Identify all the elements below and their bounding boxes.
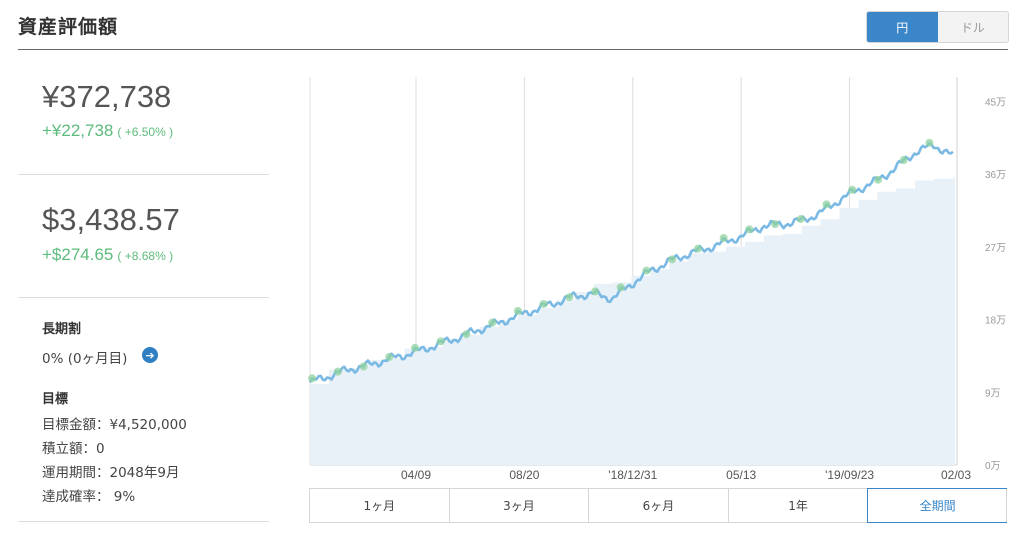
principal-area <box>310 177 955 465</box>
deposit-marker-21 <box>848 185 857 194</box>
usd-gain-amount: +$274.65 <box>42 245 114 264</box>
arrow-right-icon[interactable]: ➔ <box>142 347 158 363</box>
usd-total-value: $3,438.57 <box>42 202 180 237</box>
x-tick-label-2: '18/12/31 <box>608 468 657 482</box>
valuation-line <box>308 141 954 384</box>
panel-divider <box>18 297 269 298</box>
period-button-0[interactable]: 1ヶ月 <box>310 489 450 522</box>
x-tick-label-0: 04/09 <box>401 468 431 482</box>
yen-gain-percent: ( +6.50% ) <box>117 125 174 139</box>
deposit-marker-13 <box>642 266 651 275</box>
deposit-marker-19 <box>796 214 805 223</box>
x-tick-label-4: '19/09/23 <box>825 468 874 482</box>
yen-gain-amount: +¥22,738 <box>42 121 114 140</box>
yen-toggle-button[interactable]: 円 <box>867 12 938 42</box>
y-tick-label-2: 18万 <box>985 316 1006 327</box>
yen-gain: +¥22,738( +6.50% ) <box>42 121 173 141</box>
deposit-marker-17 <box>745 225 754 234</box>
long-term-heading: 長期割 <box>42 322 82 337</box>
currency-toggle[interactable]: 円 ドル <box>866 11 1009 43</box>
title-divider <box>18 49 1008 50</box>
deposit-marker-23 <box>899 156 908 165</box>
deposit-marker-12 <box>616 283 625 292</box>
x-tick-label-1: 08/20 <box>509 468 539 482</box>
period-button-2[interactable]: 6ヶ月 <box>589 489 729 522</box>
x-tick-label-3: 05/13 <box>726 468 756 482</box>
deposit-marker-20 <box>822 200 831 209</box>
y-tick-label-1: 9万 <box>985 388 1001 399</box>
period-button-4[interactable]: 全期間 <box>867 488 1007 523</box>
goal-achievement: 達成確率： 9% <box>42 489 136 505</box>
yen-total-value: ¥372,738 <box>42 79 172 114</box>
deposit-marker-14 <box>668 255 677 264</box>
y-tick-label-0: 0万 <box>985 461 1001 472</box>
deposit-marker-6 <box>462 330 471 339</box>
goal-accumulation: 積立額：0 <box>42 441 105 457</box>
period-button-1[interactable]: 3ヶ月 <box>450 489 590 522</box>
page-title: 資産評価額 <box>18 16 119 38</box>
deposit-marker-24 <box>925 138 934 147</box>
deposit-marker-8 <box>513 306 522 315</box>
long-term-value: 0% (0ヶ月目) <box>42 351 128 367</box>
usd-gain: +$274.65( +8.68% ) <box>42 245 173 265</box>
deposit-marker-0 <box>308 374 317 383</box>
period-selector[interactable]: 1ヶ月 3ヶ月 6ヶ月 1年 全期間 <box>309 488 1007 523</box>
deposit-marker-3 <box>385 352 394 361</box>
period-button-3[interactable]: 1年 <box>729 489 869 522</box>
panel-divider <box>18 521 269 522</box>
deposit-marker-5 <box>436 337 445 346</box>
deposit-marker-11 <box>591 287 600 296</box>
deposit-marker-18 <box>771 220 780 229</box>
panel-divider <box>18 174 269 175</box>
deposit-marker-4 <box>411 343 420 352</box>
deposit-marker-10 <box>565 293 574 302</box>
y-tick-label-3: 27万 <box>985 243 1006 254</box>
dollar-toggle-button[interactable]: ドル <box>937 12 1008 42</box>
deposit-marker-16 <box>719 233 728 242</box>
goal-period: 運用期間：2048年9月 <box>42 465 180 481</box>
deposit-marker-2 <box>359 362 368 371</box>
deposit-marker-15 <box>693 244 702 253</box>
deposit-marker-1 <box>333 367 342 376</box>
x-tick-label-5: 02/03 <box>941 468 971 482</box>
goal-target-amount: 目標金額：¥4,520,000 <box>42 417 187 433</box>
y-tick-label-5: 45万 <box>985 97 1006 108</box>
y-tick-label-4: 36万 <box>985 170 1006 181</box>
deposit-marker-9 <box>539 299 548 308</box>
goal-heading: 目標 <box>42 392 69 407</box>
deposit-marker-22 <box>873 175 882 184</box>
deposit-marker-7 <box>488 318 497 327</box>
usd-gain-percent: ( +8.68% ) <box>117 249 174 263</box>
